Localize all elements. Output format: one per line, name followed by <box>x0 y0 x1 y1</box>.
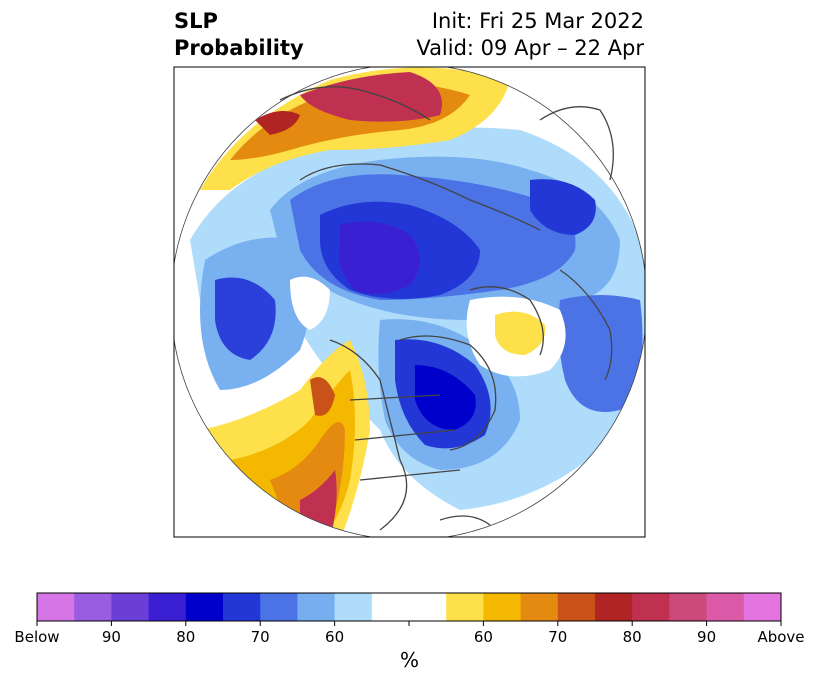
title-probability: Probability <box>174 36 304 60</box>
colorbar-tick-label: 70 <box>251 628 270 646</box>
coastlines <box>279 86 614 531</box>
colorbar-tick-label: 90 <box>102 628 121 646</box>
title-valid-range: Valid: 09 Apr – 22 Apr <box>416 36 644 60</box>
colorbar-swatch <box>743 593 782 621</box>
colorbar-tick-label: 60 <box>325 628 344 646</box>
colorbar-tick-label: 70 <box>548 628 567 646</box>
colorbar-swatch <box>446 593 484 621</box>
title-init-date: Init: Fri 25 Mar 2022 <box>431 9 644 33</box>
colorbar-tick-label: 90 <box>697 628 716 646</box>
colorbar-tick-label: 80 <box>176 628 195 646</box>
colorbar-units-label: % <box>399 648 419 672</box>
colorbar-swatch <box>595 593 633 621</box>
colorbar: Below 90 80 70 60 60 70 80 90 Above <box>14 592 805 646</box>
colorbar-tick-label: 80 <box>623 628 642 646</box>
colorbar-swatch <box>334 593 373 621</box>
colorbar-tick-label: Below <box>14 628 59 646</box>
colorbar-swatch <box>557 593 596 621</box>
map-title-left: SLP Probability <box>174 8 304 62</box>
colorbar-swatch <box>483 593 522 621</box>
colorbar-swatch <box>185 593 224 621</box>
colorbar-swatch <box>409 593 447 621</box>
colorbar-tick-label: 60 <box>474 628 493 646</box>
map-title-right: Init: Fri 25 Mar 2022 Valid: 09 Apr – 22… <box>416 8 644 62</box>
map-frame <box>173 66 646 538</box>
colorbar-swatch <box>632 593 670 621</box>
colorbar-swatch <box>669 593 708 621</box>
colorbar-swatch <box>148 593 187 621</box>
probability-field <box>174 67 645 537</box>
map-area <box>174 67 645 537</box>
colorbar-swatch <box>520 593 559 621</box>
colorbar-swatch <box>706 593 745 621</box>
colorbar-swatch <box>260 593 298 621</box>
colorbar-swatch <box>223 593 261 621</box>
colorbar-swatch <box>371 593 410 621</box>
colorbar-tick-label: Above <box>757 628 804 646</box>
title-variable: SLP <box>174 9 218 33</box>
colorbar-swatch <box>37 593 75 621</box>
colorbar-swatch <box>111 593 150 621</box>
colorbar-swatch <box>74 593 112 621</box>
colorbar-swatch <box>297 593 336 621</box>
